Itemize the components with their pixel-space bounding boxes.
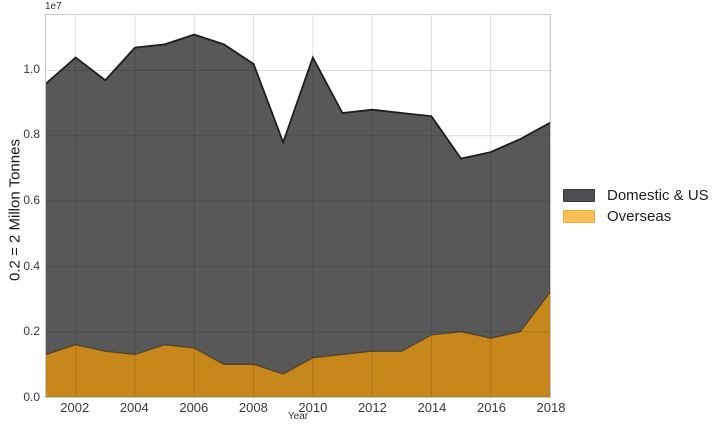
x-tick-label: 2016 — [477, 400, 506, 415]
overseas-edge-line — [46, 292, 550, 375]
y-tick-label: 0.6 — [23, 193, 40, 208]
y-tick-label: 1.0 — [23, 61, 40, 76]
legend: Domestic & US Overseas — [563, 187, 709, 225]
legend-label: Domestic & US — [607, 187, 709, 204]
stacked-area-chart — [46, 15, 550, 397]
x-tick-label: 2010 — [298, 400, 328, 415]
y-axis-offset-text: 1e7 — [45, 1, 62, 12]
x-tick-label: 2012 — [357, 400, 387, 415]
x-tick-label: 2014 — [417, 400, 447, 415]
domestic-us-swatch-icon — [563, 189, 595, 202]
x-tick-label: 2002 — [60, 400, 90, 415]
x-axis-label: Year — [287, 411, 309, 422]
overseas-swatch-icon — [563, 210, 595, 223]
y-tick-label: 0.8 — [23, 127, 40, 142]
y-tick-label: 0.0 — [23, 390, 40, 404]
legend-label: Overseas — [607, 208, 672, 225]
domestic-us-area — [46, 34, 550, 375]
domestic-us-edge-line — [46, 33, 550, 160]
legend-item-domestic-us: Domestic & US — [563, 187, 709, 204]
x-tick-label: 2008 — [238, 400, 268, 415]
x-tick-label: 2006 — [179, 400, 209, 415]
x-tick-label: 2004 — [119, 400, 149, 415]
legend-item-overseas: Overseas — [563, 208, 709, 225]
overseas-area — [46, 292, 550, 397]
x-tick-label: 2018 — [536, 400, 566, 415]
y-tick-label: 0.4 — [23, 258, 40, 273]
plot-area — [45, 14, 551, 398]
y-tick-label: 0.2 — [23, 324, 40, 339]
